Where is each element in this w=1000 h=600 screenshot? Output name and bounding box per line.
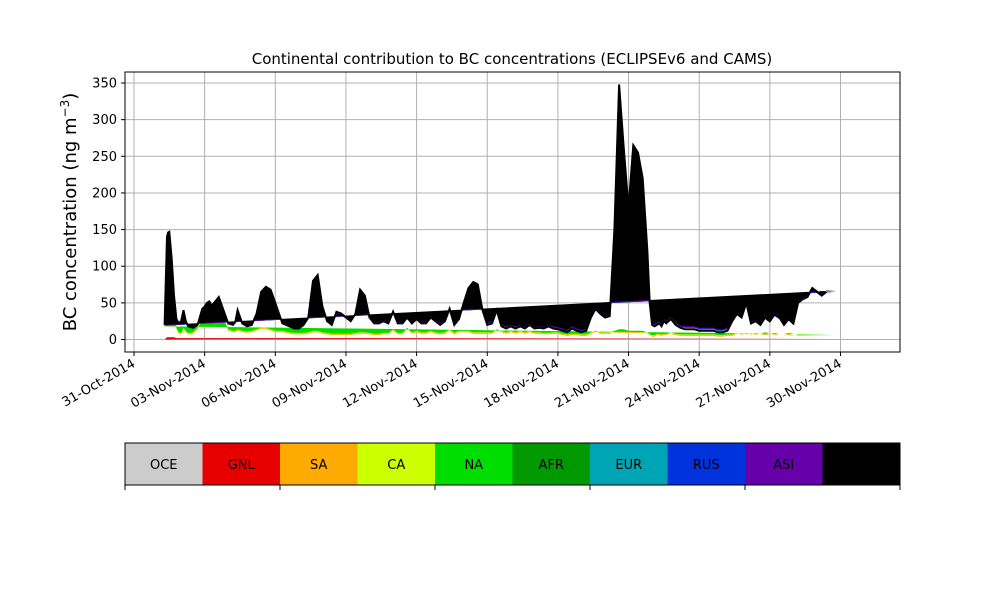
x-tick-label: 31-Oct-2014 [60, 356, 138, 410]
area-gnl [164, 337, 836, 340]
y-label-main: BC concentration (ng m [60, 117, 81, 331]
legend-swatch-rus [667, 443, 746, 485]
y-tick-label: 250 [92, 150, 117, 165]
legend-swatch-na [435, 443, 513, 485]
y-tick-label: 100 [92, 260, 117, 275]
x-tick-label: 27-Nov-2014 [694, 356, 774, 411]
legend-label-sa: SA [310, 458, 327, 473]
x-tick-label: 12-Nov-2014 [340, 356, 420, 411]
legend-swatch-eur [590, 443, 668, 485]
area-aus [164, 84, 836, 330]
legend-label-gnl: GNL [228, 458, 256, 473]
x-axis-ticks: 31-Oct-201403-Nov-201406-Nov-201409-Nov-… [60, 352, 845, 411]
x-tick-label: 30-Nov-2014 [764, 356, 844, 411]
legend-frame [124, 442, 901, 486]
x-tick-label: 03-Nov-2014 [128, 356, 208, 411]
stacked-areas [164, 84, 836, 340]
legend-swatch-ca [357, 443, 436, 485]
grid-lines [125, 72, 900, 352]
x-tick-label: 18-Nov-2014 [482, 356, 562, 411]
plot-frame [124, 71, 901, 353]
x-tick-label: 15-Nov-2014 [411, 356, 491, 411]
legend-swatch-oce [125, 443, 203, 485]
legend-label-eur: EUR [615, 458, 642, 473]
y-tick-label: 300 [92, 113, 117, 128]
legend-colorbar: OCE GNL SA CA NA AFR EUR RUS ASI AUS [124, 442, 901, 490]
legend-swatch-sa [280, 443, 358, 485]
y-tick-label: 200 [92, 186, 117, 201]
x-tick-label: 06-Nov-2014 [199, 356, 279, 411]
legend-label-afr: AFR [539, 458, 564, 473]
x-tick-label: 24-Nov-2014 [623, 356, 703, 411]
y-label-close: ) [60, 93, 81, 100]
y-tick-label: 150 [92, 223, 117, 238]
legend-label-asi: ASI [773, 458, 794, 473]
total-line [163, 84, 828, 334]
legend-swatch-asi [745, 443, 823, 485]
legend-label-ca: CA [387, 458, 405, 473]
legend-swatch-gnl [202, 443, 281, 485]
x-tick-label: 09-Nov-2014 [270, 356, 350, 411]
y-axis-label: BC concentration (ng m−3) [58, 93, 81, 332]
legend-label-na: NA [464, 458, 483, 473]
y-tick-label: 50 [100, 296, 117, 311]
legend-label-aus: AUS [848, 458, 875, 473]
chart-title: Continental contribution to BC concentra… [252, 50, 773, 68]
y-label-exponent: −3 [58, 100, 72, 118]
legend-label-rus: RUS [693, 458, 720, 473]
legend-swatch-afr [512, 443, 591, 485]
y-tick-label: 0 [109, 333, 117, 348]
legend-label-oce: OCE [150, 458, 178, 473]
legend-swatch-aus [822, 443, 901, 485]
y-axis-ticks: 0 50 100 150 200 250 300 350 [92, 76, 125, 348]
y-tick-label: 350 [92, 76, 117, 91]
x-tick-label: 21-Nov-2014 [552, 356, 632, 411]
